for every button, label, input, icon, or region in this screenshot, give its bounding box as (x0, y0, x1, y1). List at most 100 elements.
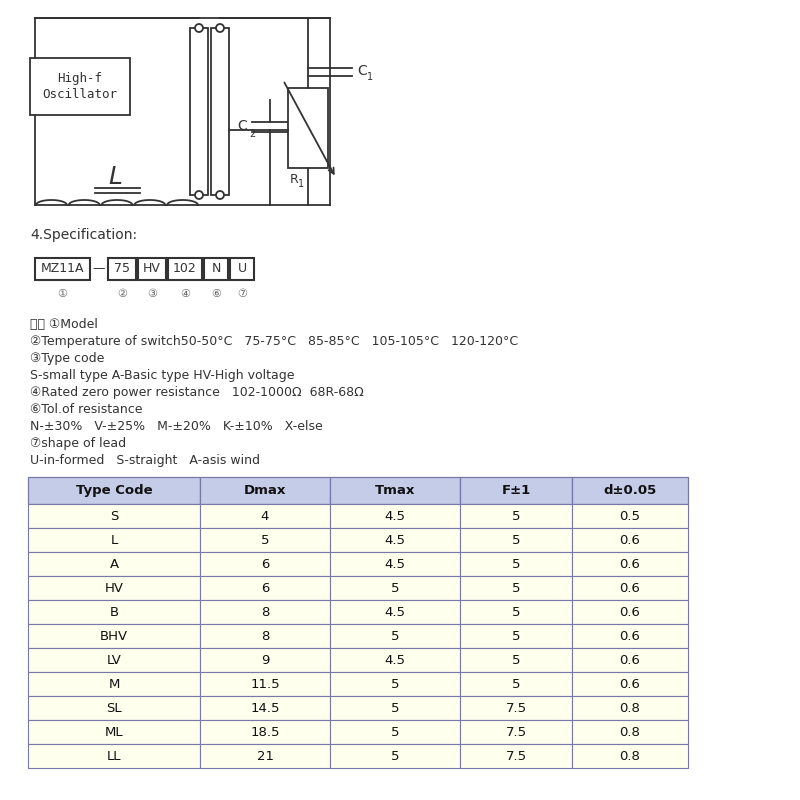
Text: 4: 4 (261, 510, 269, 522)
Bar (572, 528, 688, 552)
Bar (28, 720, 200, 744)
Bar (460, 648, 572, 672)
Text: ML: ML (105, 726, 123, 738)
Text: —: — (93, 262, 106, 275)
Text: N: N (211, 262, 221, 275)
Bar (211, 28, 229, 195)
Text: 75: 75 (114, 262, 130, 275)
Text: ②: ② (117, 289, 127, 299)
Text: 5: 5 (390, 630, 399, 642)
Bar (330, 600, 460, 624)
Bar (28, 477, 200, 504)
Text: ⑦shape of lead: ⑦shape of lead (30, 437, 126, 450)
Text: 8: 8 (261, 606, 269, 618)
Text: 0.6: 0.6 (619, 558, 641, 570)
Text: 4.5: 4.5 (385, 510, 406, 522)
Text: 1: 1 (367, 72, 373, 82)
Bar (200, 477, 330, 504)
Text: 4.5: 4.5 (385, 654, 406, 666)
Text: 0.8: 0.8 (619, 726, 641, 738)
Bar (28, 648, 200, 672)
Text: 0.6: 0.6 (619, 678, 641, 690)
Text: R: R (290, 173, 298, 186)
Bar (200, 672, 330, 696)
Text: 21: 21 (257, 750, 274, 762)
Bar (460, 696, 572, 720)
Text: Type Code: Type Code (76, 484, 152, 497)
Text: ⑥Tol.of resistance: ⑥Tol.of resistance (30, 403, 142, 416)
Bar (572, 576, 688, 600)
Text: 2: 2 (249, 129, 255, 139)
Text: HV: HV (143, 262, 161, 275)
Bar (200, 648, 330, 672)
Bar (572, 648, 688, 672)
Bar (330, 744, 460, 768)
Text: M: M (108, 678, 120, 690)
Bar (460, 504, 572, 528)
Text: 4.5: 4.5 (385, 558, 406, 570)
Bar (28, 744, 200, 768)
Text: U-in-formed   S-straight   A-asis wind: U-in-formed S-straight A-asis wind (30, 454, 260, 467)
Text: LL: LL (106, 750, 122, 762)
Text: 11.5: 11.5 (250, 678, 280, 690)
Bar (460, 624, 572, 648)
Text: Dmax: Dmax (244, 484, 286, 497)
Text: 7.5: 7.5 (506, 726, 526, 738)
Text: 5: 5 (512, 630, 520, 642)
Text: S-small type A-Basic type HV-High voltage: S-small type A-Basic type HV-High voltag… (30, 369, 294, 382)
Bar (230, 258, 254, 280)
Text: 4.5: 4.5 (385, 534, 406, 546)
Text: 0.8: 0.8 (619, 702, 641, 714)
Text: 4.Specification:: 4.Specification: (30, 228, 137, 242)
Bar (200, 576, 330, 600)
Bar (168, 258, 202, 280)
Text: ⑥: ⑥ (211, 289, 221, 299)
Circle shape (195, 24, 203, 32)
Bar (460, 672, 572, 696)
Bar (200, 600, 330, 624)
Bar (572, 552, 688, 576)
Bar (572, 672, 688, 696)
Text: S: S (110, 510, 118, 522)
Text: ③: ③ (147, 289, 157, 299)
Text: SL: SL (106, 702, 122, 714)
Bar (572, 720, 688, 744)
Text: 6: 6 (261, 558, 269, 570)
Bar (35, 258, 90, 280)
Bar (460, 600, 572, 624)
Text: High-f: High-f (58, 72, 102, 85)
Text: Oscillator: Oscillator (42, 88, 118, 101)
Bar (330, 624, 460, 648)
Text: C: C (238, 119, 247, 133)
Text: MZ11A: MZ11A (41, 262, 84, 275)
Text: 注： ①Model: 注： ①Model (30, 318, 98, 331)
Bar (190, 28, 208, 195)
Bar (200, 720, 330, 744)
Text: L: L (110, 534, 118, 546)
Bar (460, 720, 572, 744)
Bar (460, 744, 572, 768)
Text: 5: 5 (390, 702, 399, 714)
Text: ①: ① (57, 289, 67, 299)
Bar (330, 672, 460, 696)
Bar (572, 504, 688, 528)
Text: ④: ④ (180, 289, 190, 299)
Bar (288, 88, 328, 168)
Bar (28, 672, 200, 696)
Bar (200, 504, 330, 528)
Text: 5: 5 (512, 510, 520, 522)
Bar (28, 624, 200, 648)
Bar (460, 576, 572, 600)
Bar (572, 744, 688, 768)
Text: F±1: F±1 (502, 484, 530, 497)
Bar (330, 648, 460, 672)
Bar (28, 696, 200, 720)
Text: C: C (357, 64, 366, 78)
Bar (108, 258, 136, 280)
Bar (330, 552, 460, 576)
Bar (330, 528, 460, 552)
Text: 4.5: 4.5 (385, 606, 406, 618)
Bar (28, 576, 200, 600)
Circle shape (216, 191, 224, 199)
Text: L: L (108, 165, 122, 189)
